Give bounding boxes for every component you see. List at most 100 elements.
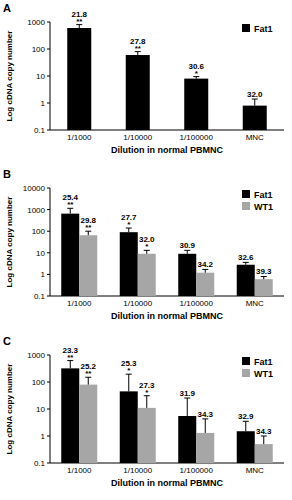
error-bar: [126, 374, 132, 391]
ct-value: 34.2: [197, 260, 213, 269]
error-line: [70, 361, 71, 369]
ct-value: 21.8: [71, 10, 87, 19]
bar: [61, 214, 79, 296]
plot-marks: [61, 361, 273, 463]
panel-a: A0.111010010001/10001/100001/100000MNCDi…: [3, 2, 284, 155]
bar: [120, 391, 138, 463]
bar: [79, 385, 97, 463]
bar: [237, 431, 255, 463]
y-axis: [50, 355, 51, 463]
y-tick-label: 10000: [23, 184, 46, 193]
x-tick-label: 1/100000: [180, 133, 214, 142]
bar: [196, 273, 214, 296]
bar: [255, 444, 273, 463]
bar: [126, 55, 150, 130]
y-tick-label: 0.1: [34, 459, 46, 468]
ct-value: 29.8: [80, 216, 96, 225]
legend-swatch: [242, 190, 250, 198]
error-bar: [85, 377, 91, 384]
panel-letter: C: [3, 335, 11, 347]
legend-label: WT1: [254, 202, 273, 212]
bar: [79, 235, 97, 296]
y-axis: [50, 22, 51, 130]
error-bar: [243, 262, 249, 264]
panel-c: C0.111010010001/10001/100001/100000MNCDi…: [3, 335, 284, 488]
y-axis: [50, 188, 51, 296]
y-tick-label: 1: [41, 99, 46, 108]
y-axis-label: Log cDNA copy number: [5, 364, 14, 455]
x-tick-label: 1/1000: [67, 466, 92, 475]
error-line: [88, 377, 89, 384]
plot-marks: [61, 208, 273, 296]
x-axis-label: Dilution in normal PBMNC: [111, 311, 223, 321]
legend-swatch: [242, 357, 250, 365]
y-axis-label: Log cDNA copy number: [5, 31, 14, 122]
bar: [178, 416, 196, 463]
ct-value: 25.2: [80, 362, 96, 371]
bar: [243, 106, 267, 130]
y-axis-label: Log cDNA copy number: [5, 197, 14, 288]
y-tick-label: 0.1: [34, 126, 46, 135]
y-tick-label: 100: [32, 227, 46, 236]
error-bar: [184, 398, 190, 416]
ct-value: 23.3: [62, 346, 78, 355]
y-tick-label: 10: [36, 405, 45, 414]
ct-value: 34.3: [197, 410, 213, 419]
error-line: [254, 99, 255, 106]
error-bar: [202, 419, 208, 433]
x-tick-label: 1/100000: [180, 299, 214, 308]
x-tick-label: MNC: [246, 299, 264, 308]
legend: Fat1: [242, 24, 273, 34]
x-tick-label: 1/1000: [67, 133, 92, 142]
error-bar: [261, 276, 267, 279]
ct-value: 32.6: [238, 253, 254, 262]
legend-label: Fat1: [254, 24, 273, 34]
legend: Fat1 WT1: [242, 190, 273, 212]
x-tick-label: 1/1000: [67, 299, 92, 308]
panel-letter: A: [3, 2, 11, 14]
annotations: **25.4*27.730.932.6**29.8*32.034.239.3: [62, 193, 272, 276]
bar: [67, 28, 91, 130]
error-bar: [184, 250, 190, 253]
x-tick-label: MNC: [246, 133, 264, 142]
error-bar: [261, 436, 267, 444]
error-bar: [144, 396, 150, 408]
bar: [178, 254, 196, 296]
bar: [138, 408, 156, 463]
error-line: [146, 396, 147, 408]
plot-marks: [67, 25, 267, 130]
ct-value: 27.3: [139, 381, 155, 390]
bar: [120, 232, 138, 296]
panel-letter: B: [3, 168, 11, 180]
bar: [255, 279, 273, 296]
ct-value: 31.9: [179, 389, 195, 398]
ct-value: 32.9: [238, 412, 254, 421]
y-tick-label: 1000: [27, 18, 45, 27]
bar: [184, 79, 208, 130]
ct-value: 30.9: [179, 241, 195, 250]
y-tick-label: 1: [41, 432, 46, 441]
ct-value: 39.3: [256, 267, 272, 276]
error-bar: [202, 269, 208, 272]
ct-value: 32.0: [247, 90, 263, 99]
bar: [237, 265, 255, 296]
bar: [138, 254, 156, 296]
panel-b: B0.11101001000100001/10001/100001/100000…: [3, 168, 284, 321]
x-tick-label: 1/10000: [123, 466, 152, 475]
x-tick-label: 1/10000: [123, 133, 152, 142]
figure: A 0.1 1 10 100 1000 1/1000 1/10000 1/100000 MNC Di…: [0, 0, 292, 500]
ct-value: 25.4: [62, 193, 78, 202]
error-line: [128, 374, 129, 391]
ct-value: 25.3: [121, 359, 137, 368]
y-tick-label: 100: [32, 378, 46, 387]
x-tick-label: MNC: [246, 466, 264, 475]
y-tick-label: 0.1: [34, 292, 46, 301]
ct-value: 30.6: [188, 62, 204, 71]
ct-value: 27.7: [121, 213, 137, 222]
error-bar: [243, 421, 249, 431]
y-tick-label: 10: [36, 72, 45, 81]
y-tick-label: 1000: [27, 351, 45, 360]
legend: Fat1WT1: [242, 357, 273, 379]
legend-label: Fat1: [254, 190, 273, 200]
legend-swatch: [242, 24, 250, 32]
